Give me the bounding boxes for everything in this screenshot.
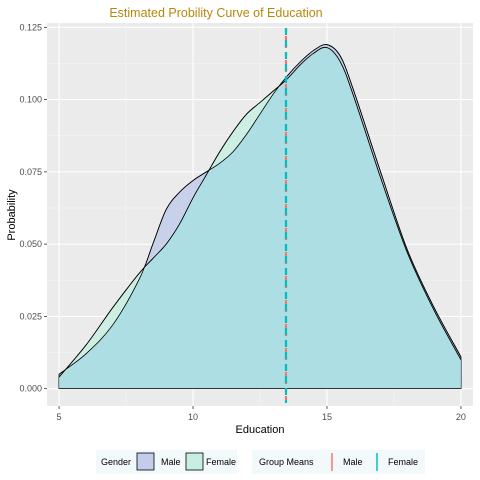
y-tick-label: 0.000	[19, 384, 42, 394]
legend-label-mean-male: Male	[343, 457, 363, 467]
chart-title: Estimated Probility Curve of Education	[109, 6, 322, 20]
x-tick-label: 5	[57, 412, 62, 422]
y-axis-title: Probability	[6, 189, 18, 241]
means-legend-title: Group Means	[259, 457, 314, 467]
y-tick-label: 0.125	[19, 22, 42, 32]
density-areas	[58, 44, 462, 390]
y-tick-label: 0.100	[19, 95, 42, 105]
axis-ticks: 5 10 15 20 0.000 0.025 0.050 0.075 0.100 0.125	[19, 22, 465, 422]
x-tick-label: 10	[188, 412, 198, 422]
gender-legend-box	[96, 450, 237, 474]
density-overlap-area	[59, 47, 461, 389]
x-tick-label: 20	[456, 412, 466, 422]
legend-label-female: Female	[206, 457, 236, 467]
legend-key-male	[136, 452, 155, 471]
y-tick-label: 0.075	[19, 167, 42, 177]
x-axis-title: Education	[236, 424, 285, 436]
legend-label-mean-female: Female	[388, 457, 418, 467]
legend: Gender Male Female Group Means Male Female	[96, 450, 425, 474]
legend-label-male: Male	[161, 457, 181, 467]
gender-legend-title: Gender	[101, 457, 131, 467]
y-tick-label: 0.025	[19, 311, 42, 321]
x-tick-label: 15	[322, 412, 332, 422]
density-outline-female	[58, 46, 462, 378]
y-tick-label: 0.050	[19, 239, 42, 249]
means-legend-box	[252, 450, 425, 474]
legend-key-female	[185, 452, 204, 471]
density-outline-male	[58, 44, 462, 375]
